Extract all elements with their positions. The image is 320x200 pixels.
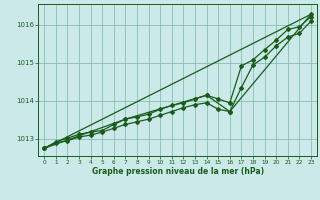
X-axis label: Graphe pression niveau de la mer (hPa): Graphe pression niveau de la mer (hPa): [92, 167, 264, 176]
